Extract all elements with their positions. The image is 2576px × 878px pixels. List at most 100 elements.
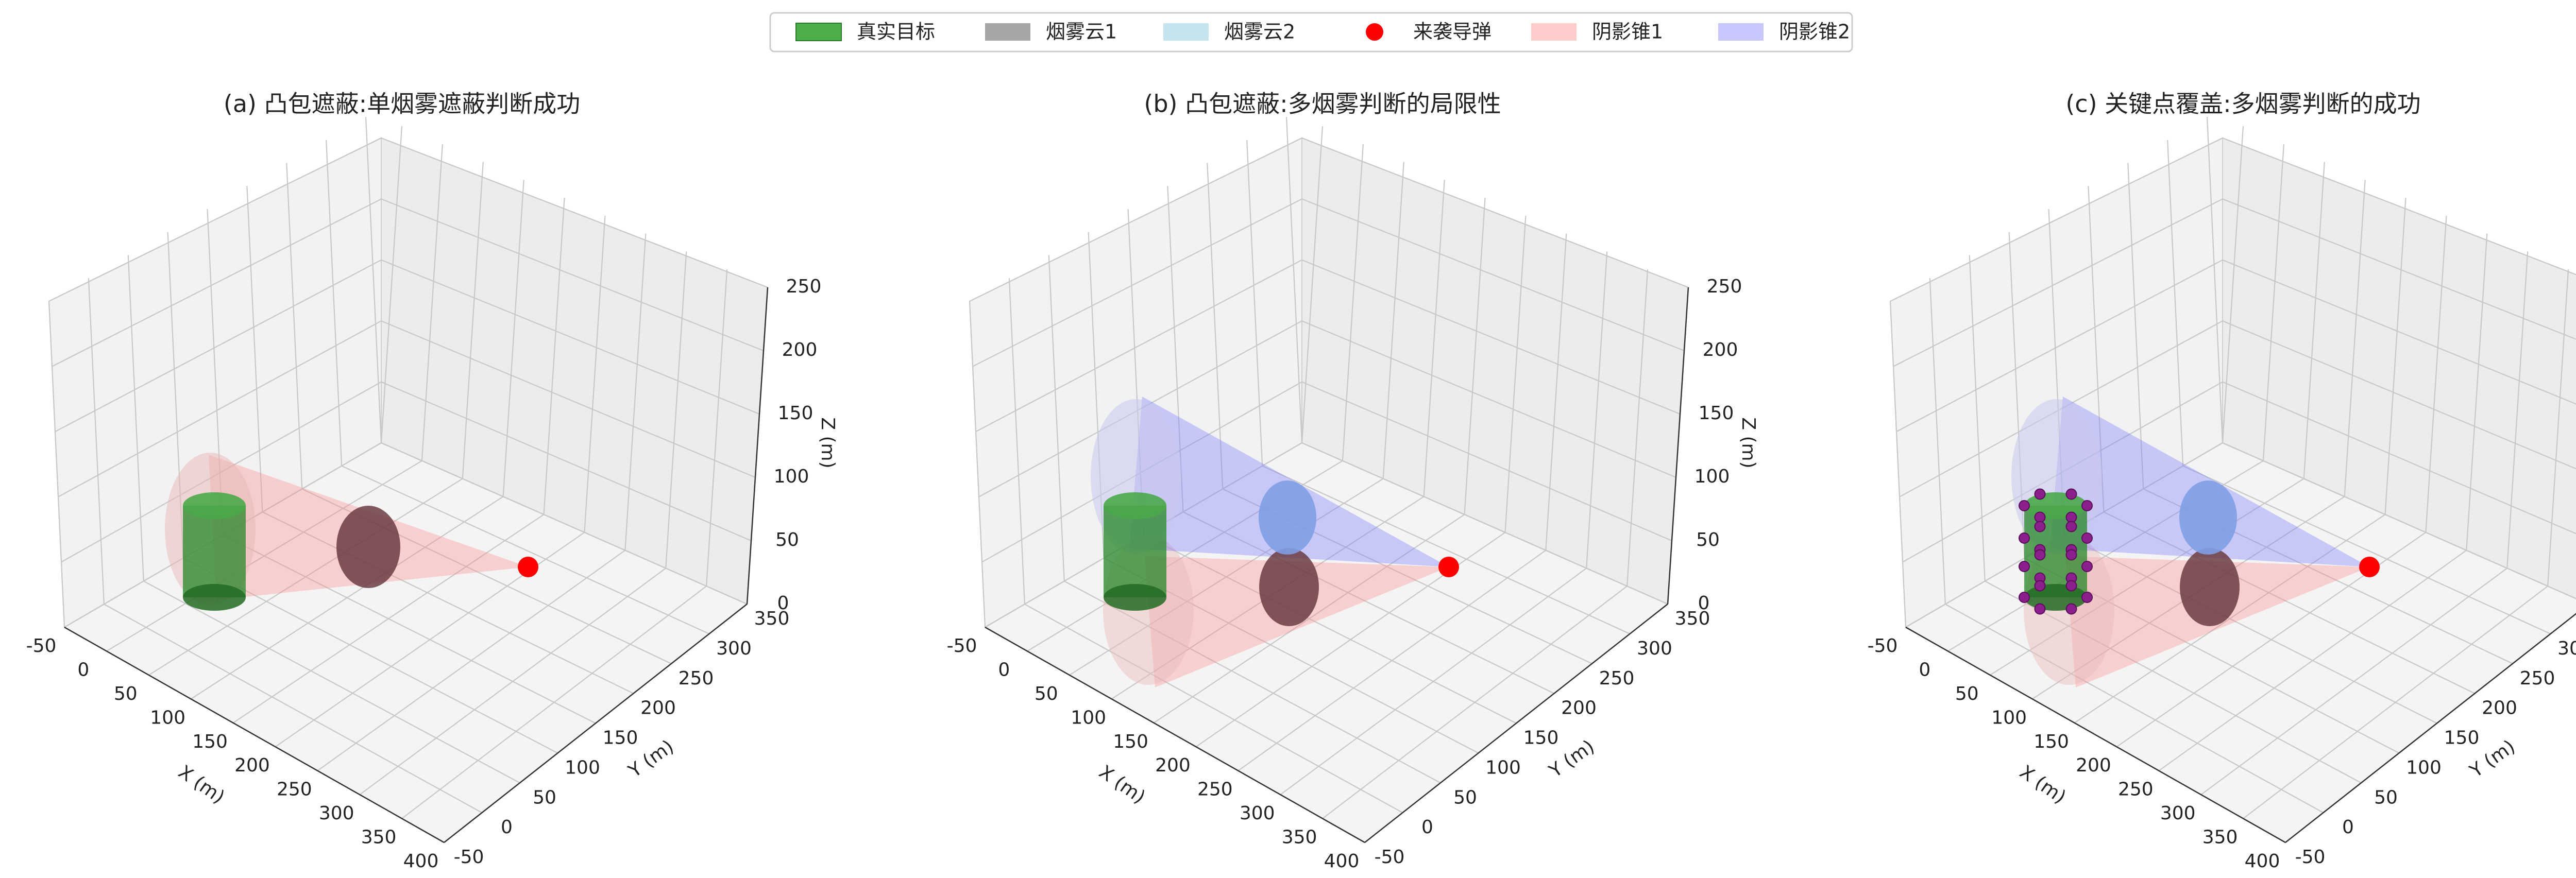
z-tick-label: 0 — [1698, 593, 1710, 614]
gridline-y — [2182, 465, 2551, 634]
gridline-z — [48, 137, 768, 302]
axes-panes — [969, 137, 1689, 843]
gridline-y — [262, 511, 634, 694]
legend-item: 烟雾云1 — [985, 21, 1117, 43]
legend-swatch — [1718, 23, 1764, 41]
target-cylinder — [2024, 492, 2087, 611]
y-tick-label: 50 — [2374, 787, 2398, 808]
gridline-x-back — [2222, 126, 2244, 443]
legend-swatch — [1531, 23, 1577, 41]
target-body — [1104, 506, 1166, 597]
key-point — [2019, 561, 2030, 572]
gridline-x-back — [584, 215, 606, 532]
gridline-x-back — [462, 162, 484, 479]
gridline-x-back — [502, 180, 524, 497]
gridline-y-left — [1048, 255, 1065, 581]
scene — [165, 453, 538, 611]
key-point — [2081, 561, 2093, 572]
key-point — [2019, 500, 2030, 511]
gridline-z — [58, 320, 756, 497]
gridline-x-back — [1626, 269, 1649, 587]
smoke-cloud-2 — [2179, 480, 2237, 555]
y-tick-label: 250 — [679, 668, 714, 689]
gridline-y-left — [1889, 301, 1907, 628]
gridline-y-left — [969, 301, 986, 628]
x-tick-label: 350 — [361, 827, 397, 848]
gridline-y — [341, 465, 709, 634]
gridline-y-left — [1285, 116, 1303, 443]
key-point — [2065, 549, 2077, 561]
gridline-z — [1890, 137, 2576, 302]
y-tick-label: 200 — [1561, 698, 1597, 719]
gridline-y-left — [2167, 140, 2184, 466]
scene — [1091, 397, 1459, 687]
gridline-x-back — [1464, 198, 1486, 515]
gridline-y — [223, 535, 596, 724]
gridline-y — [143, 580, 520, 784]
panel-title: (a) 凸包遮蔽:单烟雾遮蔽判断成功 — [224, 90, 580, 118]
x-tick-label: 400 — [403, 851, 439, 872]
gridline-z — [972, 198, 1685, 367]
x-tick-label: -50 — [947, 635, 977, 657]
gridline-y-left — [286, 163, 303, 489]
gridline-y — [1143, 535, 1517, 724]
gridline-x-back — [2506, 251, 2529, 569]
gridline-y-left — [48, 301, 65, 628]
y-tick-label: 150 — [2444, 728, 2480, 749]
y-tick-label: 350 — [1675, 608, 1710, 629]
missile-marker — [518, 557, 538, 577]
gridline-x-back — [1504, 215, 1527, 532]
x-tick-label: 0 — [998, 659, 1010, 680]
z-tick-label: 200 — [1703, 339, 1738, 360]
y-tick-label: 150 — [1523, 728, 1559, 749]
x-axis-line — [1905, 626, 2286, 843]
y-tick-label: 50 — [533, 787, 556, 808]
key-point — [2034, 603, 2046, 615]
gridline-z — [981, 381, 1672, 563]
key-point — [2034, 521, 2046, 532]
gridline-z — [978, 320, 1676, 497]
gridline-z — [1902, 381, 2576, 563]
z-tick-label: 50 — [775, 529, 799, 550]
gridline-z — [985, 442, 1668, 628]
gridline-y-left — [326, 140, 343, 466]
gridline-x-back — [421, 144, 443, 461]
legend-item: 阴影锥1 — [1531, 21, 1663, 43]
z-tick-label: 100 — [774, 466, 809, 487]
gridline-z — [1893, 198, 2576, 367]
gridline-y — [1262, 465, 1630, 634]
gridline-y-left — [1969, 255, 1986, 581]
x-tick-label: 300 — [319, 803, 354, 824]
legend-label: 来袭导弹 — [1413, 21, 1492, 43]
smoke-cloud-2 — [1259, 480, 1316, 555]
legend-item: 真实目标 — [795, 21, 935, 43]
x-tick-label: 300 — [1240, 803, 1275, 824]
smoke-cloud-1 — [1259, 548, 1319, 626]
x-tick-label: 300 — [2160, 803, 2196, 824]
gridline-y-left — [1246, 140, 1263, 466]
x-tick-label: 0 — [77, 659, 89, 680]
gridline-x-back — [624, 233, 647, 550]
legend-label: 阴影锥1 — [1592, 21, 1663, 43]
x-tick-label: 200 — [1155, 755, 1191, 776]
z-tick-label: 100 — [1694, 466, 1730, 487]
y-tick-label: 150 — [603, 728, 638, 749]
scene — [2011, 397, 2380, 687]
gridline-z — [1899, 320, 2576, 497]
axis-lines — [1905, 613, 2576, 843]
target-cylinder — [183, 492, 246, 611]
gridline-y-left — [2127, 163, 2144, 489]
y-tick-label: 0 — [1421, 817, 1433, 838]
key-point — [2081, 500, 2093, 511]
x-tick-label: 150 — [1113, 731, 1148, 752]
y-tick-label: 0 — [2342, 817, 2354, 838]
target-body — [2024, 506, 2087, 597]
smoke-cloud-1 — [336, 506, 400, 588]
panel-b: (b) 凸包遮蔽:多烟雾判断的局限性-500501001502002503003… — [947, 90, 1759, 872]
panel-title: (c) 关键点覆盖:多烟雾判断的成功 — [2065, 90, 2420, 118]
gridline-y — [2103, 511, 2475, 694]
y-tick-label: 100 — [2406, 757, 2442, 778]
y-tick-label: 50 — [1453, 787, 1477, 808]
